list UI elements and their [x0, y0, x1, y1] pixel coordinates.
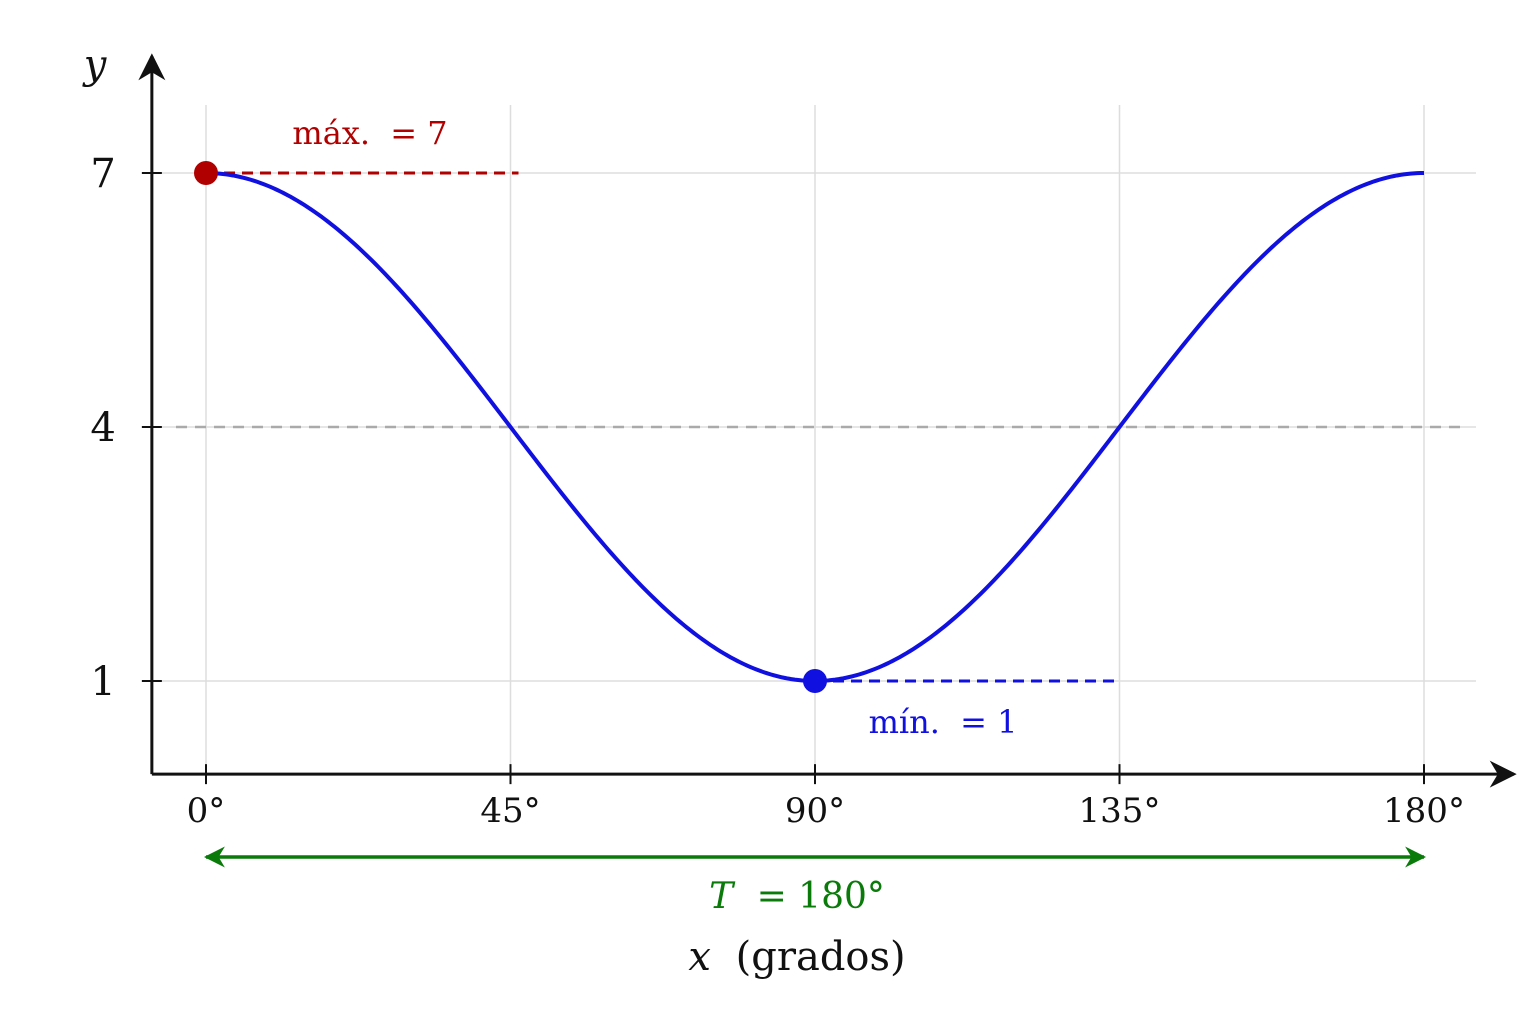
max-label: máx. = 7: [292, 114, 447, 152]
max-label-eq: = 7: [390, 114, 447, 152]
x-tick-label: 180°: [1383, 791, 1465, 831]
y-axis-label: y: [82, 42, 108, 88]
y-tick-label: 1: [90, 659, 115, 705]
x-ticks: 0° 45° 90° 135° 180°: [187, 764, 1465, 831]
min-label: mín. = 1: [869, 703, 1018, 741]
x-axis-label-unit: (grados): [736, 934, 906, 980]
max-label-prefix: máx.: [292, 114, 370, 152]
period-label: T = 180°: [709, 876, 885, 917]
x-tick-label: 90°: [785, 791, 845, 831]
x-axis-label: x (grados): [688, 934, 905, 980]
min-label-eq: = 1: [960, 703, 1017, 741]
x-tick-label: 0°: [187, 791, 226, 831]
period-label-eq: = 180°: [757, 876, 885, 917]
min-point: [803, 669, 827, 693]
y-ticks: 1 4 7: [90, 151, 162, 705]
min-label-prefix: mín.: [869, 703, 940, 741]
max-point: [194, 161, 218, 185]
x-axis-label-var: x: [688, 934, 711, 980]
y-tick-label: 4: [90, 405, 115, 451]
period-label-var: T: [709, 876, 736, 917]
x-tick-label: 45°: [480, 791, 540, 831]
x-tick-label: 135°: [1079, 791, 1161, 831]
y-tick-label: 7: [90, 151, 115, 197]
